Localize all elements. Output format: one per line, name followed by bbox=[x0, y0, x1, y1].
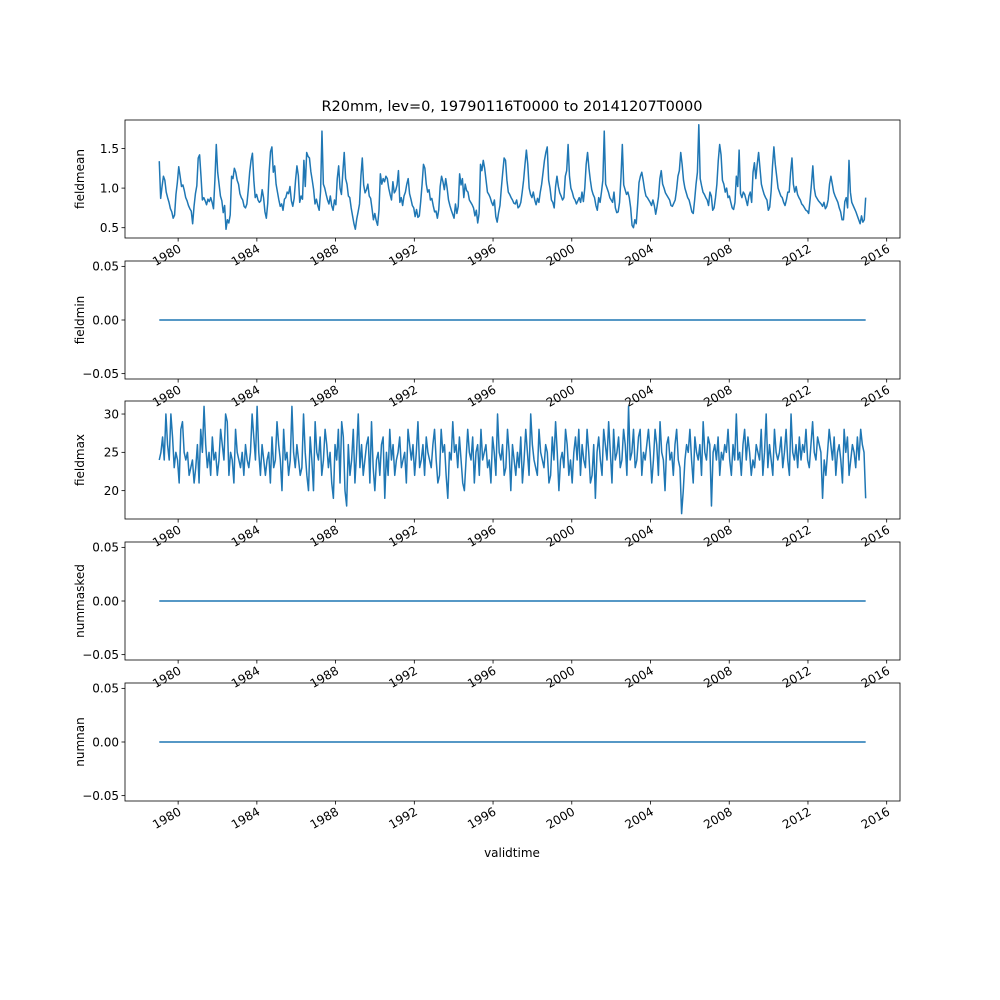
x-tick-label: 2004 bbox=[623, 241, 656, 268]
x-tick-label: 1992 bbox=[386, 522, 419, 549]
x-tick-label: 1988 bbox=[308, 241, 341, 268]
x-tick-label: 1996 bbox=[465, 663, 498, 690]
x-tick-label: 2008 bbox=[701, 382, 734, 409]
x-tick-label: 1980 bbox=[150, 522, 183, 549]
x-tick-label: 2004 bbox=[623, 522, 656, 549]
x-tick-label: 2008 bbox=[701, 663, 734, 690]
y-tick-label: 25 bbox=[104, 446, 119, 460]
panel-fieldmean: 0.5 1.0 1.5 fieldmean 1980 1984 1988 1992 1996 20… bbox=[73, 119, 901, 269]
y-axis-label: fieldmax bbox=[73, 434, 87, 486]
y-tick-label: 1.0 bbox=[100, 181, 119, 195]
axes-frame-fieldmean bbox=[124, 119, 901, 239]
x-tick-label: 2004 bbox=[623, 382, 656, 409]
x-tick-label: 1988 bbox=[308, 522, 341, 549]
y-tick-label: −0.05 bbox=[82, 648, 119, 662]
x-tick-label: 2012 bbox=[780, 522, 813, 549]
x-tick-label: 1988 bbox=[308, 382, 341, 409]
x-tick-label: 2012 bbox=[780, 663, 813, 690]
y-axis-label: nummasked bbox=[73, 564, 87, 638]
x-tick-label: 2000 bbox=[544, 804, 577, 831]
x-tick-label: 2004 bbox=[623, 804, 656, 831]
x-tick-label: 2000 bbox=[544, 663, 577, 690]
x-tick-label: 2012 bbox=[780, 241, 813, 268]
y-axis-label: numnan bbox=[73, 717, 87, 766]
x-tick-label: 2008 bbox=[701, 241, 734, 268]
x-tick-label: 1992 bbox=[386, 241, 419, 268]
x-tick-label: 1996 bbox=[465, 382, 498, 409]
x-tick-label: 2016 bbox=[859, 522, 892, 549]
y-axis-label: fieldmin bbox=[73, 296, 87, 345]
y-axis-label: fieldmean bbox=[73, 149, 87, 209]
x-tick-label: 2000 bbox=[544, 522, 577, 549]
y-tick-label: 0.00 bbox=[92, 313, 119, 327]
panel-nummasked: −0.05 0.00 0.05 nummasked 1980 1984 1988 1992 19… bbox=[73, 541, 901, 691]
x-tick-label: 1984 bbox=[229, 522, 262, 549]
x-tick-label: 1980 bbox=[150, 382, 183, 409]
x-tick-label: 1992 bbox=[386, 804, 419, 831]
x-tick-label: 2000 bbox=[544, 382, 577, 409]
x-tick-label: 1984 bbox=[229, 241, 262, 268]
x-tick-label: 1992 bbox=[386, 663, 419, 690]
y-tick-label: 0.05 bbox=[92, 260, 119, 274]
y-tick-label: 1.5 bbox=[100, 142, 119, 156]
x-tick-label: 2016 bbox=[859, 382, 892, 409]
x-tick-label: 2004 bbox=[623, 663, 656, 690]
x-tick-label: 1996 bbox=[465, 804, 498, 831]
y-tick-label: 0.05 bbox=[92, 541, 119, 555]
x-tick-label: 1984 bbox=[229, 804, 262, 831]
y-tick-label: 30 bbox=[104, 407, 119, 421]
panel-fieldmax: 20 25 30 fieldmax 1980 1984 1988 1992 1996 2000 20… bbox=[73, 400, 901, 550]
x-tick-label: 1980 bbox=[150, 663, 183, 690]
x-tick-label: 1988 bbox=[308, 663, 341, 690]
x-tick-label: 1980 bbox=[150, 804, 183, 831]
y-tick-label: 0.05 bbox=[92, 682, 119, 696]
x-tick-label: 2008 bbox=[701, 804, 734, 831]
x-tick-label: 2012 bbox=[780, 382, 813, 409]
x-tick-label: 2016 bbox=[859, 804, 892, 831]
y-tick-label: 20 bbox=[104, 484, 119, 498]
series-line-fieldmax bbox=[158, 405, 867, 515]
x-tick-label: 2016 bbox=[859, 663, 892, 690]
y-tick-label: 0.00 bbox=[92, 735, 119, 749]
panel-numnan: −0.05 0.00 0.05 numnan 1980 1984 1988 1992 1996 2… bbox=[73, 682, 901, 832]
x-tick-label: 1988 bbox=[308, 804, 341, 831]
series-line-fieldmean bbox=[158, 124, 867, 231]
axes-frame-fieldmax bbox=[124, 400, 901, 520]
x-tick-label: 2012 bbox=[780, 804, 813, 831]
y-tick-label: −0.05 bbox=[82, 789, 119, 803]
x-tick-label: 1996 bbox=[465, 522, 498, 549]
x-tick-label: 2008 bbox=[701, 522, 734, 549]
x-tick-label: 1984 bbox=[229, 663, 262, 690]
x-tick-label: 1980 bbox=[150, 241, 183, 268]
chart-title: R20mm, lev=0, 19790116T0000 to 20141207T… bbox=[321, 99, 702, 115]
y-tick-label: 0.00 bbox=[92, 594, 119, 608]
x-tick-label: 2000 bbox=[544, 241, 577, 268]
x-tick-label: 1992 bbox=[386, 382, 419, 409]
x-tick-label: 1996 bbox=[465, 241, 498, 268]
x-tick-label: 2016 bbox=[859, 241, 892, 268]
y-tick-label: 0.5 bbox=[100, 221, 119, 235]
x-axis-label: validtime bbox=[484, 846, 540, 860]
y-tick-label: −0.05 bbox=[82, 367, 119, 381]
